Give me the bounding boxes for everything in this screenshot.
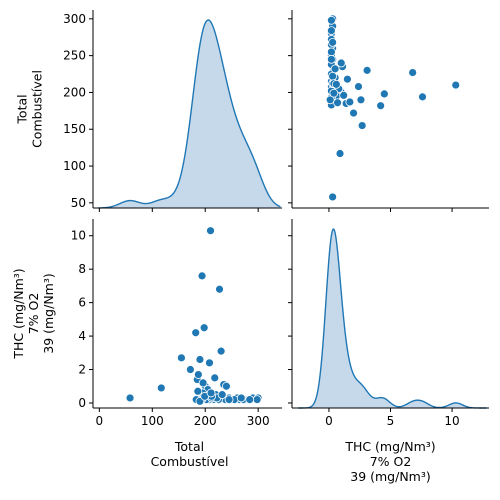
scatter-point-thc-total <box>335 149 345 158</box>
scatter-point-thc-total <box>325 95 335 105</box>
scatter-point-total-thc <box>224 395 234 405</box>
scatter-point-thc-total <box>326 54 336 64</box>
x-axis-label-total-line: Combustível <box>151 454 229 469</box>
y-tick-label-total: 150 <box>63 122 86 136</box>
x-axis-label-total: Total Combustível <box>151 439 229 469</box>
scatter-point-total-thc <box>236 393 246 403</box>
y-axis-label-total-line: Combustível <box>30 70 45 148</box>
y-tick-label-thc: 6 <box>78 296 86 310</box>
scatter-point-thc-total <box>357 121 367 130</box>
x-axis-label-thc-line: 39 (mg/Nm³) <box>350 469 431 484</box>
x-axis-label-thc-line: THC (mg/Nm³) <box>344 439 435 454</box>
scatter-point-total-thc <box>191 328 201 338</box>
scatter-point-thc-total <box>362 65 372 75</box>
x-axis-label-thc: THC (mg/Nm³) 7% O2 39 (mg/Nm³) <box>344 439 435 484</box>
scatter-point-thc-total <box>349 108 358 118</box>
scatter-point-thc-total <box>354 82 363 91</box>
y-axis-label-total-line: Total <box>15 94 30 124</box>
scatter-point-thc-total <box>408 68 418 77</box>
x-tick-label-thc: 5 <box>387 414 395 428</box>
y-tick-label-thc: 10 <box>71 229 86 243</box>
scatter-point-total-thc <box>125 393 135 403</box>
y-axis-label-thc-line: 39 (mg/Nm³) <box>41 273 56 354</box>
scatter-point-total-thc <box>215 284 224 294</box>
y-tick-label-total: 300 <box>63 12 86 26</box>
scatter-point-total-thc <box>197 271 207 281</box>
scatter-point-total-thc <box>199 323 209 333</box>
scatter-point-thc-total <box>326 15 336 25</box>
scatter-point-total-thc <box>177 353 186 363</box>
scatter-point-thc-total <box>328 192 338 202</box>
scatter-point-thc-total <box>331 79 341 89</box>
scatter-point-total-thc <box>193 370 203 379</box>
scatter-point-thc-total <box>376 101 386 111</box>
scatter-point-total-thc <box>156 383 166 393</box>
scatter-point-total-thc <box>186 365 195 374</box>
scatter-point-total-thc <box>245 395 255 405</box>
y-tick-label-total: 200 <box>63 85 86 99</box>
y-axis-label-thc: THC (mg/Nm³)7% O239 (mg/Nm³) <box>11 268 56 359</box>
scatter-point-total-thc <box>222 381 231 391</box>
scatter-point-total-thc <box>206 226 215 236</box>
y-tick-label-thc: 4 <box>78 329 86 343</box>
y-axis-label-thc-line: 7% O2 <box>26 293 41 335</box>
scatter-point-total-thc <box>217 390 227 400</box>
y-tick-label-total: 50 <box>71 196 86 210</box>
scatter-point-thc-total <box>333 98 342 108</box>
scatter-point-total-thc <box>216 346 226 356</box>
scatter-point-total-thc <box>193 386 203 396</box>
scatter-point-thc-total <box>339 90 349 100</box>
y-tick-label-total: 100 <box>63 159 86 173</box>
scatter-point-thc-total <box>329 88 339 98</box>
x-tick-label-total: 200 <box>194 414 217 428</box>
x-tick-label-thc: 0 <box>325 414 333 428</box>
y-tick-label-thc: 0 <box>78 396 86 410</box>
scatter-point-thc-total <box>451 80 461 90</box>
x-tick-label-total: 100 <box>141 414 164 428</box>
x-tick-label-total: 300 <box>247 414 270 428</box>
y-axis-label-total: TotalCombustível <box>15 70 45 148</box>
scatter-point-total-thc <box>210 373 220 383</box>
scatter-point-thc-total <box>343 74 352 84</box>
kde-thc-line <box>298 227 487 409</box>
kde-total-fill <box>98 20 281 208</box>
scatter-point-thc-total <box>330 64 340 74</box>
scatter-point-thc-total <box>345 97 355 107</box>
scatter-point-thc-total <box>379 89 389 99</box>
scatter-point-thc-total <box>336 58 346 68</box>
scatter-point-thc-total <box>356 95 366 105</box>
scatter-point-thc-total <box>328 71 338 81</box>
scatter-point-thc-total <box>418 92 427 102</box>
x-axis-label-total-line: Total <box>174 439 204 454</box>
x-tick-label-thc: 10 <box>444 414 459 428</box>
x-axis-label-thc-line: 7% O2 <box>370 454 412 469</box>
scatter-point-total-thc <box>205 358 214 368</box>
y-tick-label-total: 250 <box>63 49 86 63</box>
scatter-point-total-thc <box>252 395 262 405</box>
scatter-point-total-thc <box>206 388 216 398</box>
y-tick-label-thc: 8 <box>78 262 86 276</box>
kde-thc-fill <box>298 229 487 408</box>
x-tick-label-total: 0 <box>96 414 104 428</box>
scatter-point-thc-total <box>326 26 336 36</box>
scatter-point-total-thc <box>195 355 205 364</box>
scatter-point-thc-total <box>328 37 338 47</box>
y-tick-label-thc: 2 <box>78 363 86 377</box>
y-axis-label-thc-line: THC (mg/Nm³) <box>11 268 26 359</box>
scatter-point-total-thc <box>198 378 208 388</box>
scatter-point-thc-total <box>326 47 336 57</box>
kde-total-line <box>98 19 281 209</box>
